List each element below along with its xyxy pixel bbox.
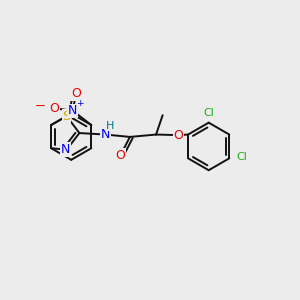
Text: N: N bbox=[68, 104, 78, 117]
Text: O: O bbox=[116, 149, 125, 162]
Text: O: O bbox=[50, 102, 59, 115]
Text: H: H bbox=[106, 121, 114, 130]
Text: N: N bbox=[60, 143, 70, 156]
Text: −: − bbox=[34, 100, 46, 112]
Text: S: S bbox=[63, 110, 70, 123]
Text: Cl: Cl bbox=[236, 152, 247, 162]
Text: +: + bbox=[76, 99, 83, 108]
Text: N: N bbox=[101, 128, 110, 141]
Text: Cl: Cl bbox=[204, 108, 215, 118]
Text: O: O bbox=[71, 87, 81, 100]
Text: O: O bbox=[173, 129, 183, 142]
